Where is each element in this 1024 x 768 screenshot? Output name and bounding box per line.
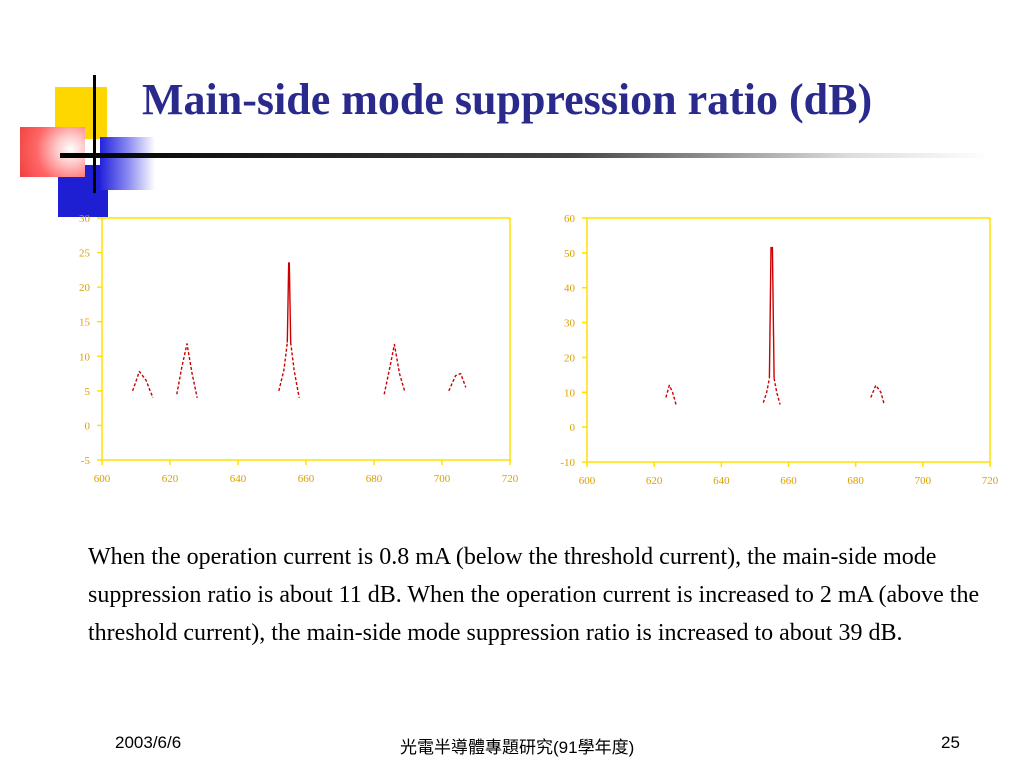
x-tick-label: 660 [298,473,315,485]
y-tick-label: 40 [564,283,576,295]
y-tick-label: 50 [564,248,576,260]
side-mode-trace [383,343,406,395]
y-tick-label: 20 [564,352,576,364]
plot-frame [101,217,511,461]
y-tick-label: 5 [85,386,91,398]
y-tick-label: -5 [81,455,91,467]
y-tick-label: 15 [79,317,91,329]
x-tick-label: 620 [162,473,179,485]
plot-frame [586,217,991,463]
x-tick-label: 640 [713,475,730,487]
deco-red-gradient-square [20,127,85,177]
side-mode-trace [448,372,467,392]
slide-title: Main-side mode suppression ratio (dB) [142,75,873,124]
y-tick-label: 60 [564,213,576,225]
side-mode-trace [773,378,781,405]
main-mode-trace [286,262,292,343]
x-tick-label: 700 [434,473,451,485]
y-tick-label: 0 [85,420,91,432]
y-tick-label: 20 [79,282,91,294]
x-tick-label: 660 [780,475,797,487]
x-tick-label: 720 [982,475,999,487]
deco-vertical-line [93,75,96,193]
x-tick-label: 700 [915,475,932,487]
body-paragraph: When the operation current is 0.8 mA (be… [88,544,980,646]
x-tick-label: 600 [94,473,111,485]
y-tick-label: 10 [79,351,91,363]
side-mode-trace [762,378,771,403]
x-tick-label: 680 [366,473,383,485]
footer-date: 2003/6/6 [115,733,182,752]
y-tick-label: 30 [564,318,576,330]
body-text: When the operation current is 0.8 mA (be… [88,538,988,652]
footer-course-title: 光電半導體專題研究(91學年度) [400,738,635,757]
side-mode-trace [870,384,885,405]
main-mode-trace [768,246,775,379]
spectrum-chart-left: -5 0 5 10 15 20 25 30 600 620 640 660 680 700 720 [79,213,519,485]
x-tick-label: 680 [847,475,864,487]
side-mode-trace [278,342,288,392]
x-tick-label: 620 [646,475,663,487]
side-mode-trace [290,342,300,398]
page-number: 25 [941,733,960,752]
y-tick-label: 25 [79,248,91,260]
x-tick-label: 600 [579,475,596,487]
side-mode-trace [176,343,198,398]
deco-blue-gradient-bar [100,137,155,190]
x-tick-label: 640 [230,473,247,485]
title-underline [60,153,990,158]
spectrum-chart-right: -10 0 10 20 30 40 50 60 600 620 640 660 680 700 720 [560,213,999,487]
y-tick-label: 0 [570,422,576,434]
y-tick-label: 10 [564,387,576,399]
side-mode-trace [131,370,154,399]
y-tick-label: 30 [79,213,91,225]
side-mode-trace [665,384,677,405]
y-tick-label: -10 [560,457,575,469]
x-tick-label: 720 [502,473,519,485]
